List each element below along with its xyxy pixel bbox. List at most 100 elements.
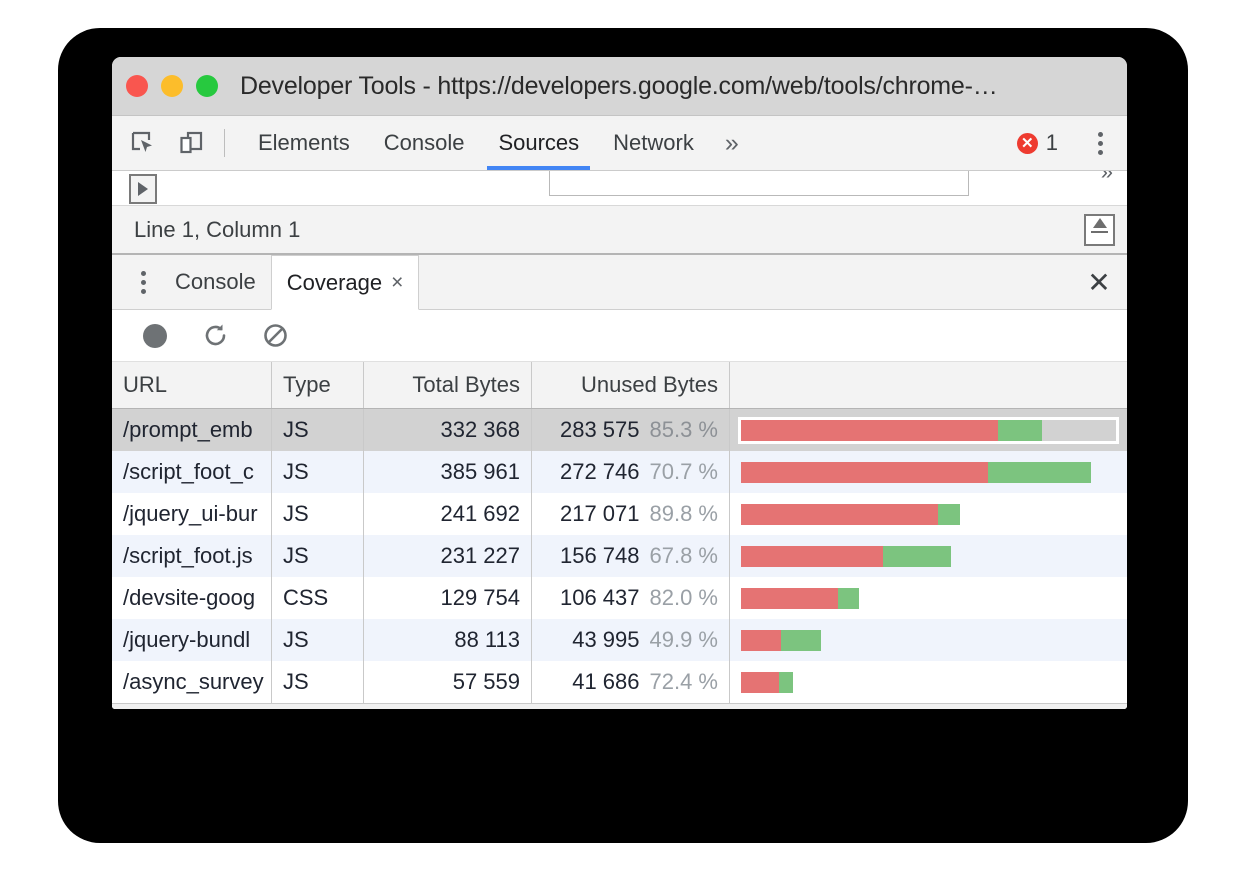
devtools-main-menu-icon[interactable] [1085, 126, 1115, 160]
close-drawer-icon[interactable]: ✕ [1087, 266, 1111, 298]
devtools-tabbar-right: ✕ 1 [1016, 116, 1127, 170]
devtools-tabbar: Elements Console Sources Network » ✕ 1 [112, 116, 1127, 171]
cell-type: JS [272, 493, 364, 535]
table-row[interactable]: /jquery-bundl JS 88 113 43 995 49.9 % [112, 619, 1127, 661]
unused-bytes-value: 156 748 [559, 543, 640, 568]
traffic-lights [126, 75, 218, 97]
coverage-table-header: URL Type Total Bytes Unused Bytes [112, 362, 1127, 409]
coverage-bar [741, 545, 1116, 567]
close-window-button[interactable] [126, 75, 148, 97]
coverage-bar-unused [741, 461, 989, 483]
table-row[interactable]: /devsite-goog CSS 129 754 106 437 82.0 % [112, 577, 1127, 619]
minimize-window-button[interactable] [161, 75, 183, 97]
cell-unused-bytes: 272 746 70.7 % [532, 451, 730, 493]
tab-elements[interactable]: Elements [258, 130, 350, 155]
cell-unused-bytes: 283 575 85.3 % [532, 409, 730, 451]
cell-coverage-bar [730, 493, 1127, 535]
cell-url: /jquery_ui-bur [112, 493, 272, 535]
sources-search-input[interactable] [549, 171, 969, 196]
coverage-bar-unused [741, 587, 838, 609]
window-titlebar: Developer Tools - https://developers.goo… [112, 57, 1127, 116]
unused-bytes-percent: 72.4 % [649, 669, 719, 694]
reload-button[interactable] [198, 319, 232, 353]
column-header-unused-bytes[interactable]: Unused Bytes [532, 362, 730, 408]
error-icon: ✕ [1016, 132, 1038, 154]
column-header-total-bytes[interactable]: Total Bytes [364, 362, 532, 408]
editor-more-icon[interactable]: » [1100, 171, 1113, 184]
unused-bytes-value: 283 575 [559, 417, 640, 442]
cell-url: /async_survey [112, 661, 272, 703]
more-tabs-button[interactable]: » [724, 128, 739, 157]
table-row[interactable]: /script_foot_c JS 385 961 272 746 70.7 % [112, 451, 1127, 493]
coverage-bar-used [780, 629, 821, 651]
cell-url: /devsite-goog [112, 577, 272, 619]
coverage-bar [741, 671, 1116, 693]
unused-bytes-percent: 89.8 % [649, 501, 719, 526]
sources-editor-strip: » [112, 171, 1127, 206]
coverage-bar-unused [741, 545, 884, 567]
table-row[interactable]: /async_survey JS 57 559 41 686 72.4 % [112, 661, 1127, 703]
coverage-bar-used [937, 503, 961, 525]
unused-bytes-value: 217 071 [559, 501, 640, 526]
cell-type: JS [272, 661, 364, 703]
cell-total-bytes: 88 113 [364, 619, 532, 661]
tab-sources[interactable]: Sources [481, 116, 596, 170]
coverage-bar-used [988, 461, 1091, 483]
error-count: 1 [1045, 130, 1058, 155]
cell-coverage-bar [730, 619, 1127, 661]
cell-total-bytes: 385 961 [364, 451, 532, 493]
coverage-bar [741, 461, 1116, 483]
editor-status-line: Line 1, Column 1 [112, 206, 1127, 255]
coverage-footer-status: 1.1 MB of 1.5 MB bytes are not used. (76… [112, 703, 1127, 709]
column-header-url[interactable]: URL [112, 362, 272, 408]
record-button[interactable] [138, 319, 172, 353]
coverage-bar [738, 416, 1119, 444]
coverage-bar-unused [741, 419, 999, 441]
window-title: Developer Tools - https://developers.goo… [240, 71, 998, 100]
device-toolbar-icon[interactable] [174, 126, 208, 160]
cell-total-bytes: 129 754 [364, 577, 532, 619]
cell-total-bytes: 332 368 [364, 409, 532, 451]
cell-total-bytes: 57 559 [364, 661, 532, 703]
resume-script-icon[interactable] [129, 174, 157, 204]
unused-bytes-value: 272 746 [559, 459, 640, 484]
inspect-element-icon[interactable] [126, 126, 160, 160]
cell-unused-bytes: 41 686 72.4 % [532, 661, 730, 703]
maximize-window-button[interactable] [196, 75, 218, 97]
coverage-bar-used [778, 671, 794, 693]
error-badge[interactable]: ✕ 1 [1016, 130, 1058, 156]
unused-bytes-value: 106 437 [559, 585, 640, 610]
column-header-bar[interactable] [730, 362, 1127, 408]
cell-coverage-bar [730, 451, 1127, 493]
cell-unused-bytes: 217 071 89.8 % [532, 493, 730, 535]
coverage-toolbar [112, 310, 1127, 362]
cell-coverage-bar [730, 661, 1127, 703]
column-header-type[interactable]: Type [272, 362, 364, 408]
drawer-tab-coverage[interactable]: Coverage × [270, 255, 420, 310]
cell-unused-bytes: 43 995 49.9 % [532, 619, 730, 661]
tab-console[interactable]: Console [383, 130, 465, 155]
tab-network[interactable]: Network [613, 130, 694, 155]
cell-url: /prompt_emb [112, 409, 272, 451]
table-row[interactable]: /prompt_emb JS 332 368 283 575 85.3 % [112, 409, 1127, 451]
table-row[interactable]: /jquery_ui-bur JS 241 692 217 071 89.8 % [112, 493, 1127, 535]
collapse-drawer-icon[interactable] [1084, 213, 1115, 246]
drawer-tab-console[interactable]: Console [160, 255, 271, 309]
close-coverage-tab-icon[interactable]: × [391, 270, 404, 294]
unused-bytes-percent: 67.8 % [649, 543, 719, 568]
drawer-tab-coverage-label: Coverage [286, 269, 383, 295]
cell-url: /script_foot_c [112, 451, 272, 493]
unused-bytes-percent: 49.9 % [649, 627, 719, 652]
record-icon [143, 323, 167, 348]
coverage-bar [741, 629, 1116, 651]
cell-coverage-bar [730, 535, 1127, 577]
unused-bytes-value: 41 686 [572, 669, 640, 694]
clear-button[interactable] [258, 319, 292, 353]
drawer-menu-icon[interactable] [126, 255, 160, 309]
cell-unused-bytes: 106 437 82.0 % [532, 577, 730, 619]
coverage-bar-unused [741, 671, 779, 693]
table-row[interactable]: /script_foot.js JS 231 227 156 748 67.8 % [112, 535, 1127, 577]
cell-coverage-bar [730, 409, 1127, 451]
coverage-bar-used [883, 545, 951, 567]
unused-bytes-value: 43 995 [572, 627, 640, 652]
